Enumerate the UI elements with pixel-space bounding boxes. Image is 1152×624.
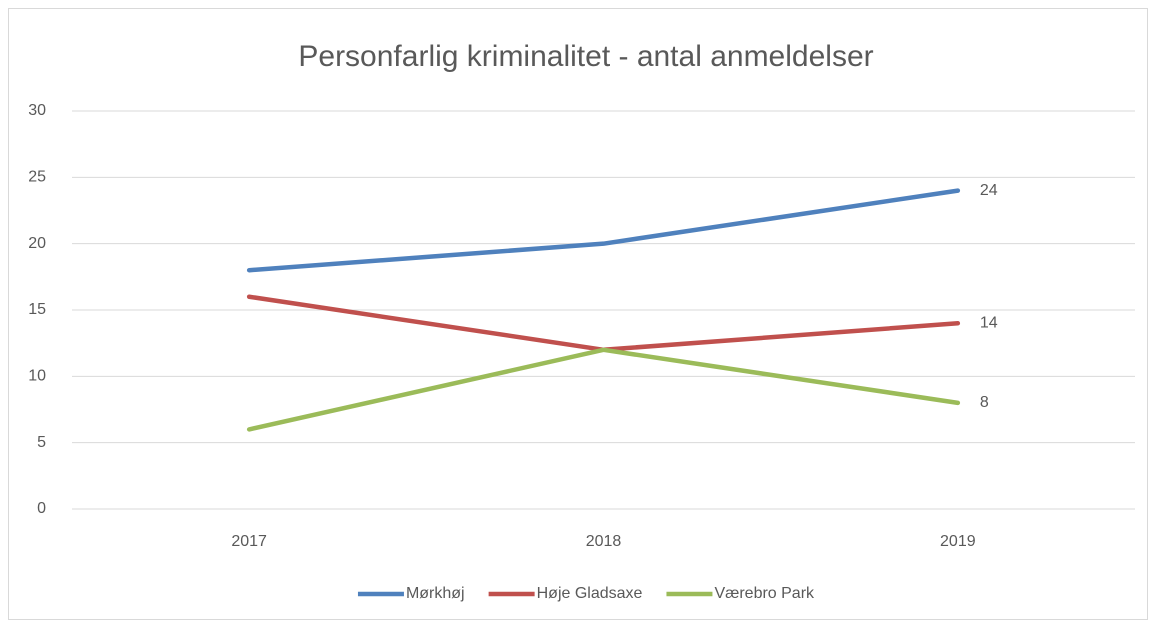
series-line <box>246 188 961 273</box>
y-tick-label: 30 <box>28 102 46 119</box>
chart-border <box>8 8 1148 620</box>
x-tick-label: 2017 <box>231 533 267 550</box>
y-tick-label: 0 <box>37 500 46 517</box>
data-label: 24 <box>980 182 998 199</box>
legend-label: Mørkhøj <box>406 585 465 602</box>
x-tick-label: 2019 <box>940 533 976 550</box>
y-tick-label: 15 <box>28 301 46 318</box>
chart-title: Personfarlig kriminalitet - antal anmeld… <box>298 40 873 73</box>
y-tick-label: 20 <box>28 235 46 252</box>
data-label: 8 <box>980 394 989 411</box>
legend-label: Værebro Park <box>714 585 815 602</box>
y-tick-label: 10 <box>28 368 46 385</box>
x-tick-label: 2018 <box>586 533 622 550</box>
legend-label: Høje Gladsaxe <box>537 585 643 602</box>
data-label: 14 <box>980 314 998 331</box>
y-tick-label: 25 <box>28 169 46 186</box>
series-line <box>246 347 961 432</box>
y-tick-label: 5 <box>37 434 46 451</box>
